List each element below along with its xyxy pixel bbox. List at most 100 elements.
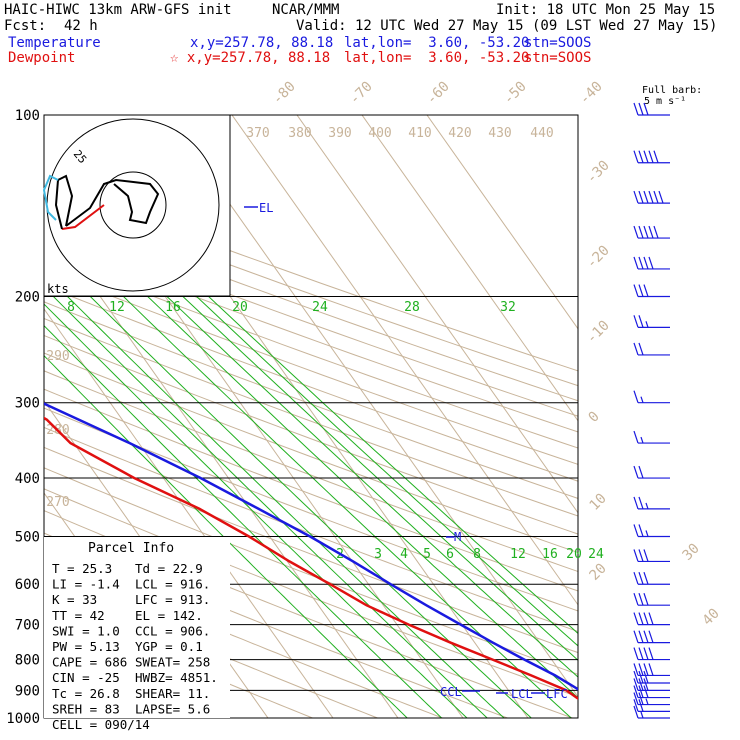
wind-barb-feather	[643, 102, 649, 116]
wind-barb-feather	[633, 102, 639, 116]
wind-barb-feather	[633, 524, 639, 537]
dry-adiabat-line	[44, 446, 578, 654]
pressure-tick-label: 400	[15, 471, 40, 487]
wind-barb-feather	[633, 342, 639, 356]
wind-barb-feather	[638, 190, 644, 204]
theta-label: 380	[288, 126, 311, 141]
isotherm-label: -20	[584, 243, 613, 272]
isotherm-label: -60	[424, 79, 453, 108]
mixing-ratio-line	[61, 268, 533, 718]
parcel-info-right: SWEAT= 258	[135, 655, 210, 670]
mixing-ratio-line	[94, 268, 572, 718]
wind-barb-feather	[633, 315, 639, 328]
parcel-panel-bg	[44, 537, 230, 718]
isotherm-label: -40	[577, 79, 606, 108]
wind-barb-feather	[653, 150, 659, 163]
mixing-ratio-label: 4	[400, 547, 408, 562]
hodograph-box	[43, 114, 231, 297]
valid-time: Valid: 12 UTC Wed 27 May 15 (09 LST Wed …	[296, 18, 718, 34]
mixing-ratio-lines	[44, 268, 578, 718]
theta-label: 430	[488, 126, 511, 141]
mixing-ratio-label: 32	[500, 300, 516, 315]
mixing-ratio-line	[137, 268, 578, 678]
pressure-tick-label: 500	[15, 529, 40, 545]
wind-barb-feather	[638, 612, 644, 625]
org-label: NCAR/MMM	[272, 2, 340, 18]
dry-adiabat-line	[44, 370, 578, 573]
wind-barb-feather	[633, 256, 639, 270]
isotherm-label: -30	[584, 158, 613, 187]
wind-barb-feather	[643, 256, 649, 270]
isotherm-label: 0	[586, 409, 603, 426]
wind-barb-feather	[633, 572, 639, 585]
barb-legend: Full barb:	[642, 85, 702, 96]
wind-barb-feather	[643, 647, 649, 660]
isotherm-label: 10	[587, 491, 610, 514]
pressure-tick-label: 700	[15, 618, 40, 634]
parcel-info-left: CAPE = 686	[52, 655, 127, 670]
isotherm-line	[361, 115, 578, 422]
wind-barb-feather	[638, 685, 644, 698]
wind-barb-feather	[643, 572, 649, 585]
hodograph-trace	[54, 174, 74, 230]
wind-barb-feather	[648, 630, 654, 643]
wind-barb-feather	[633, 225, 639, 239]
mixing-ratio-line	[153, 268, 578, 661]
theta-label: 270	[46, 495, 69, 510]
wind-barb-feather	[633, 496, 639, 510]
wind-barb-feather	[638, 699, 644, 712]
wind-barb-feather	[638, 256, 644, 270]
dry-adiabat-line	[44, 407, 578, 612]
isotherm-label: -80	[270, 79, 299, 108]
wind-barb-feather	[638, 678, 644, 691]
wind-barb-half-feather	[645, 698, 649, 705]
wind-barb-feather	[633, 284, 639, 297]
mixing-ratio-label: 24	[588, 547, 604, 562]
pressure-tick-label: 200	[15, 290, 40, 306]
fcst-value: 42 h	[64, 18, 98, 34]
mixing-ratio-line	[178, 268, 578, 635]
wind-barb-half-feather	[645, 321, 649, 328]
plot-frame	[43, 114, 579, 719]
wind-barb-feather	[638, 315, 644, 328]
dry-adiabat-line	[44, 352, 578, 554]
wind-barb-feather	[638, 572, 644, 585]
dewpoint-latlon: lat,lon= 3.60, -53.20	[344, 50, 530, 66]
dry-adiabat-line	[44, 334, 578, 535]
model-title: HAIC-HIWC 13km ARW-GFS init	[4, 2, 232, 18]
hodograph-top-segment	[42, 174, 59, 221]
temperature-legend: Temperature	[8, 35, 101, 51]
dewpoint-profile-line	[44, 416, 578, 700]
wind-barb-feather	[658, 190, 664, 204]
wind-barb-feather	[643, 612, 649, 625]
hodograph-trace-upper	[65, 178, 160, 227]
wind-barb-feather	[643, 678, 649, 691]
dry-adiabat-line	[44, 467, 578, 675]
dry-adiabat-line	[44, 604, 314, 718]
dry-adiabat-line	[44, 208, 578, 402]
pressure-tick-label: 300	[15, 396, 40, 412]
mixing-ratio-label: 5	[423, 547, 431, 562]
pressure-tick-label: 100	[15, 108, 40, 124]
wind-barb-feather	[643, 549, 649, 562]
mixing-ratio-label: 16	[542, 547, 558, 562]
parcel-info-left: K = 33	[52, 592, 97, 607]
mixing-ratio-label: 12	[510, 547, 526, 562]
wind-barb-feather	[643, 225, 649, 239]
theta-label: 410	[408, 126, 431, 141]
profile-lines	[44, 402, 578, 700]
parcel-info-left: TT = 42	[52, 608, 105, 623]
barb-legend-unit: 5 m s⁻¹	[644, 96, 686, 107]
parcel-info-title: Parcel Info	[88, 541, 174, 556]
wind-barb-half-feather	[640, 711, 644, 719]
parcel-info-right: EL = 142.	[135, 608, 203, 623]
wind-barb-feather	[638, 549, 644, 562]
dry-adiabat-line	[44, 301, 578, 499]
wind-barb-feather	[638, 692, 644, 705]
parcel-info-left: T = 25.3	[52, 561, 112, 576]
wind-barb-feather	[638, 496, 644, 510]
theta-label: 390	[328, 126, 351, 141]
hodograph-low-segment	[61, 204, 105, 230]
dry-adiabat-line	[44, 223, 578, 417]
wind-barb-feather	[643, 592, 649, 606]
